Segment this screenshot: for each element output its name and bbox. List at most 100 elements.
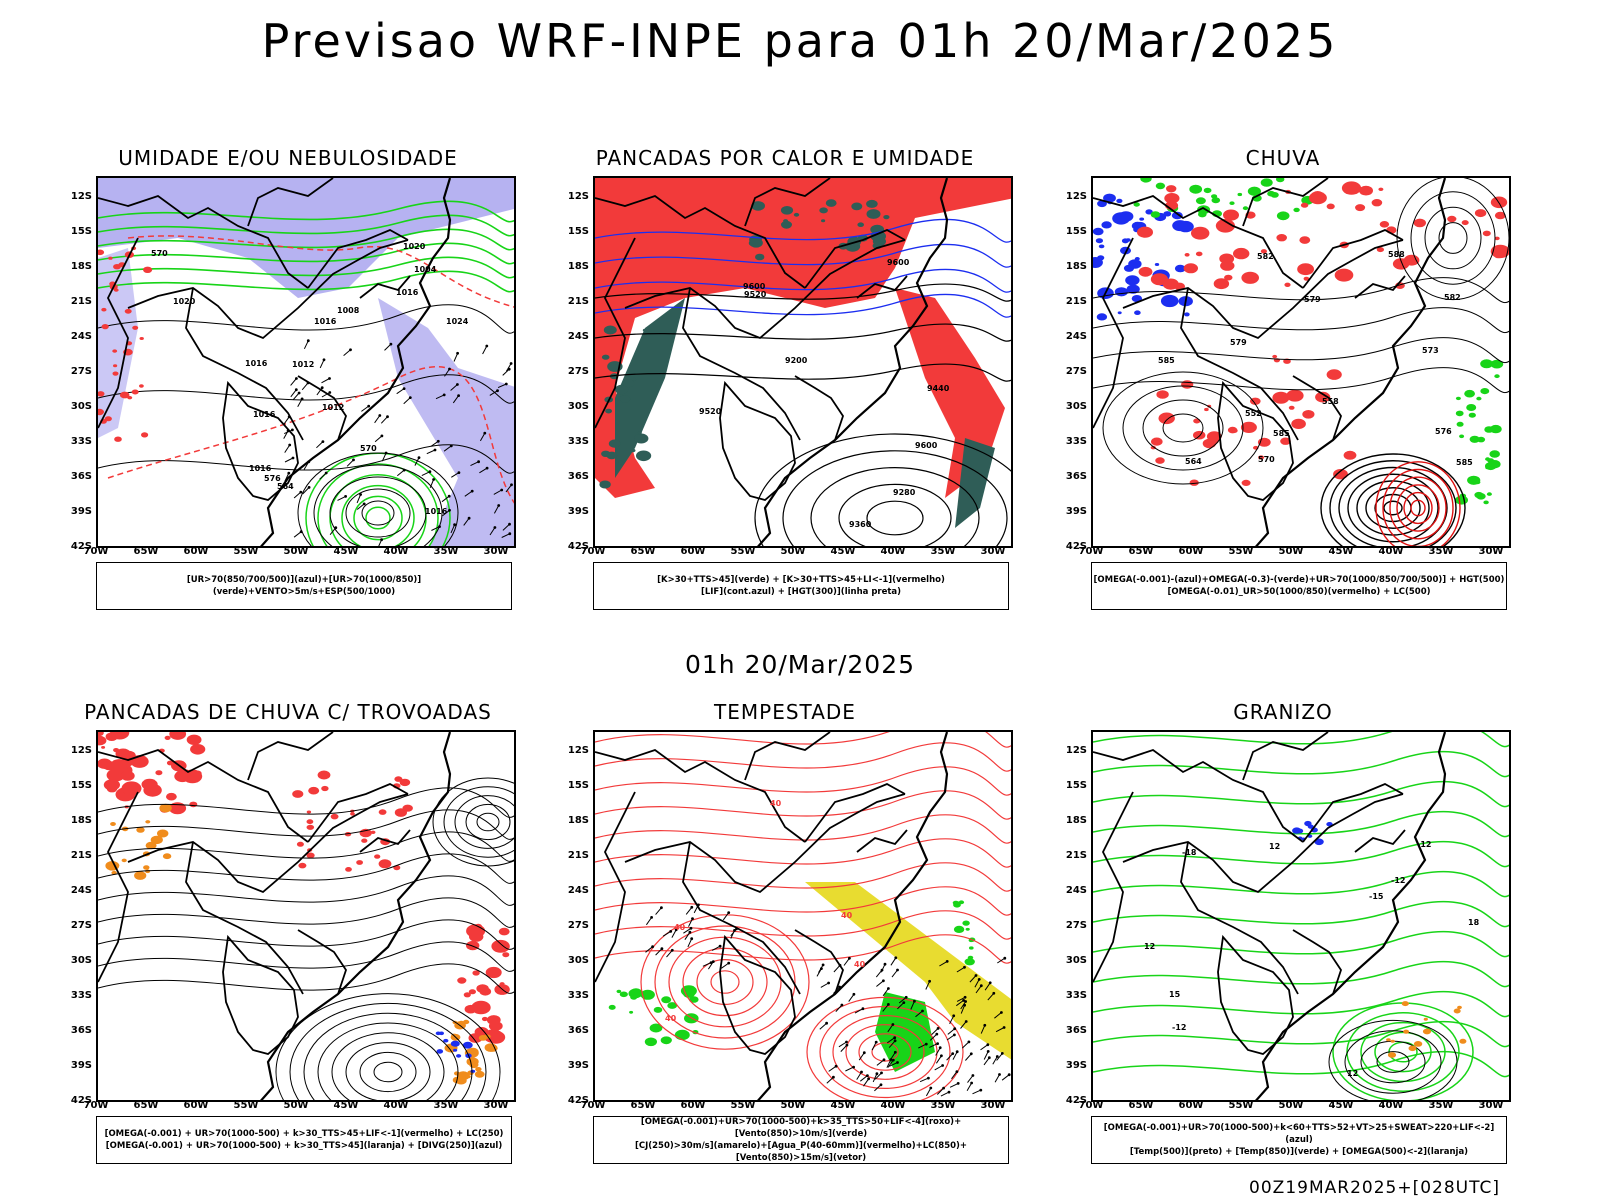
wind-vector [489, 390, 498, 396]
precip-area-red [1299, 236, 1311, 244]
wind-vector-head [861, 1007, 865, 1011]
wind-vector [441, 495, 450, 503]
convective-rain-red [120, 771, 135, 781]
wind-vector [443, 445, 452, 452]
contour-label: 576 [264, 474, 281, 483]
precip-area-blue [1101, 221, 1112, 229]
convective-rain-red [306, 810, 312, 814]
convective-rain-orange [134, 871, 147, 880]
height-500-contour [1093, 307, 1509, 334]
contour-label: 12 [1269, 842, 1280, 851]
precip-area-red [1150, 445, 1156, 450]
pressure-isobar [329, 476, 427, 546]
country-border [1217, 380, 1294, 501]
latitude-tick: 33S [1065, 436, 1087, 447]
contour-label: 573 [1422, 346, 1439, 355]
country-border [307, 783, 409, 843]
precip-area-red [1300, 202, 1309, 208]
country-border [1122, 239, 1404, 340]
wind-vector [840, 1044, 848, 1052]
lifted-condensation-contour [1375, 461, 1461, 546]
convective-rain-red [345, 867, 352, 872]
latitude-tick: 39S [70, 506, 92, 517]
panel-title: GRANIZO [1233, 700, 1333, 724]
thickness-label-spot [141, 432, 149, 438]
wind-vector [721, 962, 729, 969]
wind-vector-head [291, 456, 295, 460]
height-500-contour [1410, 191, 1496, 285]
wind-vector-head [297, 391, 301, 395]
wind-vector [711, 945, 721, 951]
country-border [719, 380, 796, 501]
precip-area-blue [1126, 284, 1140, 294]
convective-rain-orange [110, 822, 116, 826]
legend-line: [UR>70(850/700/500)](azul)+[UR>70(1000/8… [186, 575, 422, 597]
omega-500-orange [1401, 1001, 1409, 1007]
precip-area-blue [1163, 211, 1172, 217]
wind-vector [329, 527, 337, 536]
map-plot-area: -12 -12 -12 18 12 15 12 12 -18 -15 [1091, 730, 1511, 1102]
streamline [476, 812, 500, 832]
wind-vector [975, 985, 982, 994]
convection-area-green [614, 384, 629, 395]
omega-500-orange [1390, 1039, 1395, 1043]
longitude-tick: 45W [1328, 546, 1354, 557]
height-500-contour [1338, 466, 1448, 546]
wind-vector-head [986, 1050, 990, 1053]
wind-vector-head [690, 937, 694, 941]
lifted-condensation-contour [1403, 491, 1433, 525]
wind-vector-head [879, 1083, 883, 1087]
longitude-tick: 45W [830, 1100, 856, 1111]
wind-vector [482, 345, 488, 355]
latitude-tick: 30S [567, 401, 589, 412]
humidity-contour-green [98, 270, 514, 293]
wind-vector-head [896, 968, 899, 972]
longitude-tick: 70W [1078, 1100, 1104, 1111]
wind-vector [479, 467, 488, 474]
contour-label: 582 [1257, 252, 1274, 261]
convective-rain-red [356, 860, 363, 865]
precip-area-red [1137, 226, 1153, 238]
coastline [757, 732, 949, 1100]
wind-vector [863, 1078, 870, 1087]
temp-500-contour [1328, 1019, 1458, 1100]
lifted-condensation-contour [1396, 484, 1440, 532]
wind-vector-head [442, 393, 446, 397]
precip-area-red [1223, 209, 1239, 221]
precip-area-red [1286, 389, 1304, 402]
contour-label: -12 [1391, 876, 1405, 885]
wind-vector-head [689, 926, 693, 930]
thickness-label-spot [132, 325, 139, 330]
contour-label: -18 [1182, 848, 1197, 857]
latitude-tick: 12S [567, 745, 589, 756]
convective-rain-red [164, 735, 171, 740]
latitude-tick: 12S [1065, 745, 1087, 756]
precip-area-blue [1097, 200, 1107, 208]
convection-area-green [793, 212, 800, 217]
wind-vector [939, 960, 948, 967]
contour-label: 9600 [743, 282, 766, 291]
convective-rain-orange [474, 1070, 485, 1078]
precipitable-water-contour [595, 790, 1011, 820]
precip-area-red [1204, 407, 1209, 412]
wind-vector-head [328, 391, 332, 394]
wind-vector [356, 503, 365, 510]
precip-area-red [1155, 457, 1165, 464]
precip-area-green [1464, 389, 1475, 398]
precip-area-green [1468, 412, 1476, 418]
longitude-tick: 35W [1428, 546, 1454, 557]
wind-vector [316, 441, 324, 449]
height-500-contour [1365, 487, 1421, 529]
precip-area-red [1193, 430, 1206, 440]
contour-label: 40 [854, 960, 866, 969]
wind-vector-head [880, 1071, 883, 1075]
wind-vector-head [496, 389, 499, 393]
wind-vector [915, 1010, 923, 1018]
precip-area-green [1211, 197, 1221, 204]
wind-vector [919, 1077, 929, 1083]
wind-vector [887, 1059, 894, 1068]
precip-area-green [1237, 192, 1243, 197]
latitude-tick: 30S [1065, 401, 1087, 412]
wind-vector-head [456, 351, 459, 355]
humidity-area [378, 298, 514, 546]
